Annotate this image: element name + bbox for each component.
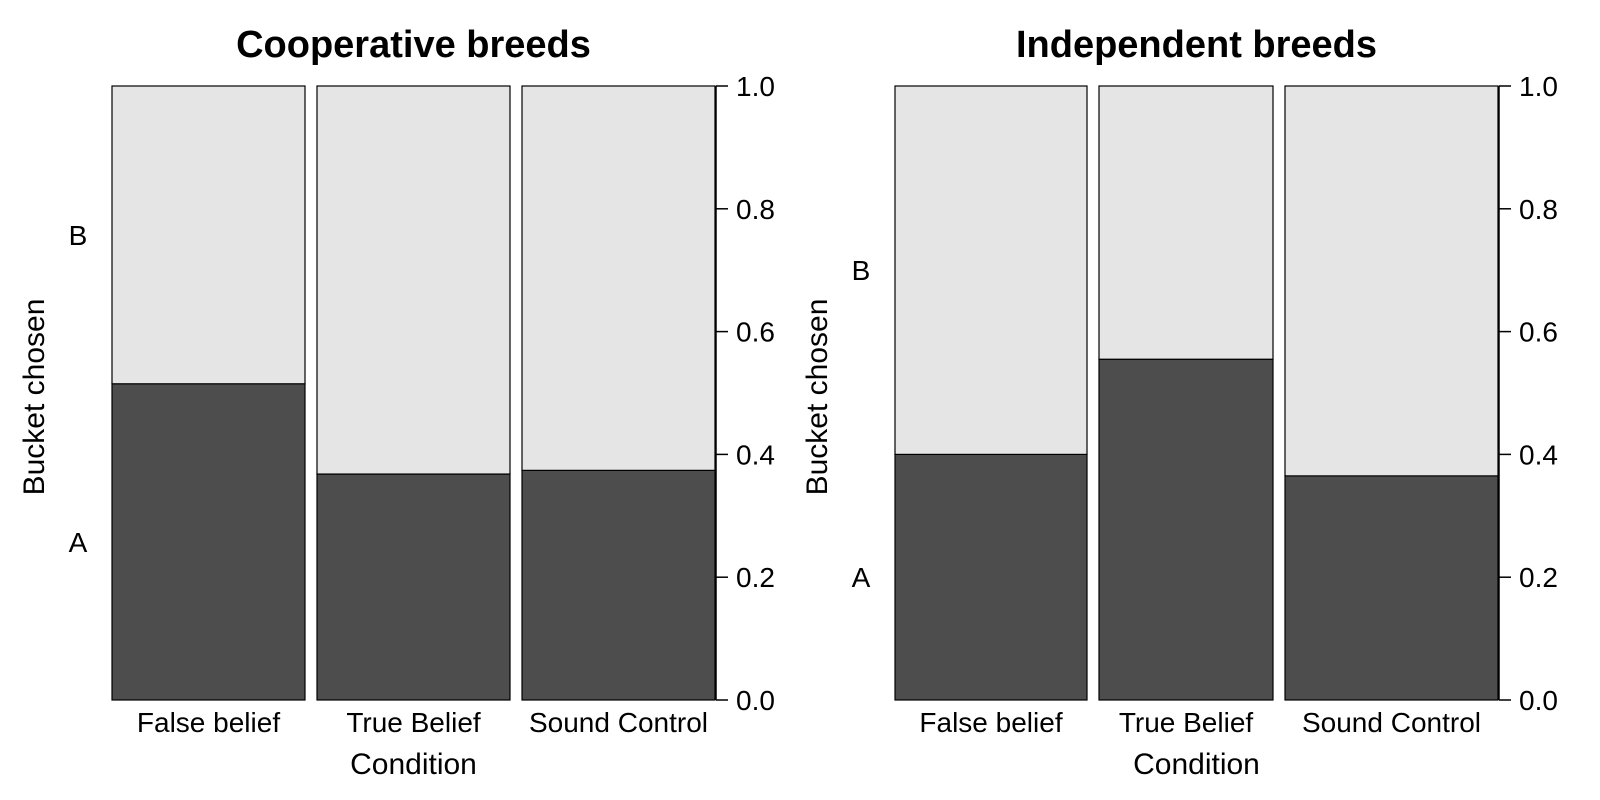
right-axis-tick-label: 0.2 bbox=[736, 562, 775, 593]
category-label: False belief bbox=[137, 707, 280, 738]
right-axis-tick-label: 0.0 bbox=[1519, 685, 1558, 716]
panel-title: Cooperative breeds bbox=[236, 24, 591, 66]
category-label: Sound Control bbox=[1302, 707, 1481, 738]
right-axis-tick-label: 0.6 bbox=[1519, 317, 1558, 348]
right-axis-tick-label: 0.2 bbox=[1519, 562, 1558, 593]
bar-segment-a-1 bbox=[111, 383, 306, 701]
panel-title: Independent breeds bbox=[1016, 24, 1377, 66]
bar-segment-b-2 bbox=[1098, 85, 1274, 360]
bar-segment-b-1 bbox=[894, 85, 1088, 455]
bar-segment-b-2 bbox=[316, 85, 511, 475]
level-label-a: A bbox=[852, 562, 871, 593]
right-axis-tick-label: 1.0 bbox=[736, 71, 775, 102]
bar-segment-b-3 bbox=[521, 85, 716, 471]
right-axis-tick-label: 0.6 bbox=[736, 317, 775, 348]
bar-segment-a-3 bbox=[521, 469, 716, 701]
category-label: Sound Control bbox=[529, 707, 708, 738]
bar-segment-a-3 bbox=[1284, 475, 1499, 701]
level-label-a: A bbox=[69, 527, 88, 558]
x-axis-title: Condition bbox=[1133, 748, 1260, 781]
category-label: False belief bbox=[919, 707, 1062, 738]
bar-segment-b-3 bbox=[1284, 85, 1499, 477]
x-axis-title: Condition bbox=[350, 748, 477, 781]
y-axis-title: Bucket chosen bbox=[801, 299, 834, 496]
right-axis-tick-label: 1.0 bbox=[1519, 71, 1558, 102]
category-label: True Belief bbox=[1119, 707, 1254, 738]
category-label: True Belief bbox=[346, 707, 481, 738]
right-axis-tick-label: 0.4 bbox=[736, 439, 775, 470]
bar-segment-a-2 bbox=[316, 473, 511, 701]
bar-segment-b-1 bbox=[111, 85, 306, 385]
right-axis-tick-label: 0.8 bbox=[1519, 194, 1558, 225]
bar-segment-a-1 bbox=[894, 453, 1088, 701]
right-axis-tick-label: 0.8 bbox=[736, 194, 775, 225]
bar-segment-a-2 bbox=[1098, 358, 1274, 701]
y-axis-title: Bucket chosen bbox=[18, 299, 51, 496]
right-axis-tick-label: 0.4 bbox=[1519, 439, 1558, 470]
level-label-b: B bbox=[69, 220, 88, 251]
right-axis-tick-label: 0.0 bbox=[736, 685, 775, 716]
level-label-b: B bbox=[852, 255, 871, 286]
